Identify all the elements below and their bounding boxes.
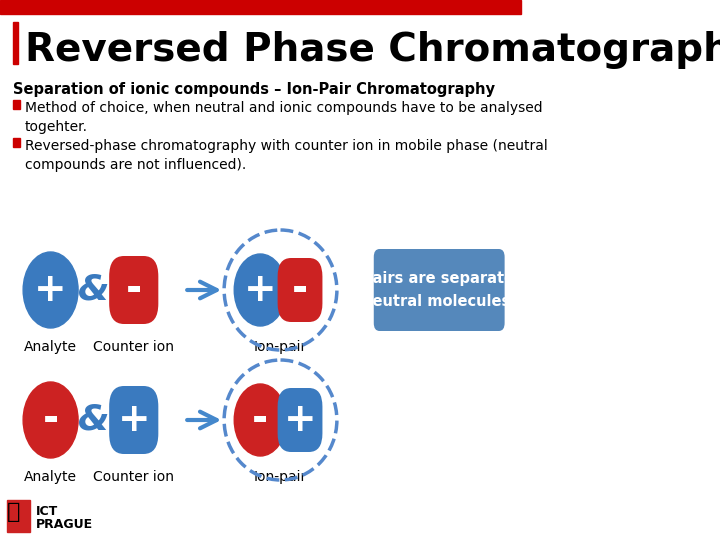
FancyBboxPatch shape [109,256,158,324]
Bar [13,100,19,109]
Text: Analyte: Analyte [24,470,77,484]
FancyBboxPatch shape [374,249,505,331]
Bar [13,138,19,147]
Circle shape [234,384,287,456]
Bar [13,22,18,64]
Text: ICT: ICT [36,505,58,518]
Text: +: + [117,401,150,439]
Text: 🔴: 🔴 [7,502,21,522]
FancyBboxPatch shape [109,386,158,454]
Text: +: + [244,271,276,309]
Text: Method of choice, when neutral and ionic compounds have to be analysed
togehter.: Method of choice, when neutral and ionic… [24,101,542,134]
Bar [7,500,30,532]
Text: -: - [126,271,142,309]
Bar [0,0,521,14]
FancyBboxPatch shape [278,388,323,452]
Text: Ion-pairs are separated as
neutral molecules.: Ion-pairs are separated as neutral molec… [330,272,548,308]
Circle shape [23,382,78,458]
Text: +: + [284,401,316,439]
Text: PRAGUE: PRAGUE [36,518,94,531]
Text: Ion-pair: Ion-pair [254,340,307,354]
Text: &: & [78,403,109,437]
Text: +: + [35,271,67,309]
Text: Counter ion: Counter ion [94,470,174,484]
Text: Separation of ionic compounds – Ion-Pair Chromatography: Separation of ionic compounds – Ion-Pair… [13,82,495,97]
Circle shape [234,254,287,326]
FancyBboxPatch shape [278,258,323,322]
Text: -: - [42,401,58,439]
Text: Ion-pair: Ion-pair [254,470,307,484]
Text: Analyte: Analyte [24,340,77,354]
Circle shape [23,252,78,328]
Text: Reversed-phase chromatography with counter ion in mobile phase (neutral
compound: Reversed-phase chromatography with count… [24,139,547,172]
Text: Reversed Phase Chromatography: Reversed Phase Chromatography [24,31,720,69]
Text: -: - [252,401,269,439]
Text: Counter ion: Counter ion [94,340,174,354]
Text: -: - [292,271,308,309]
Text: &: & [78,273,109,307]
